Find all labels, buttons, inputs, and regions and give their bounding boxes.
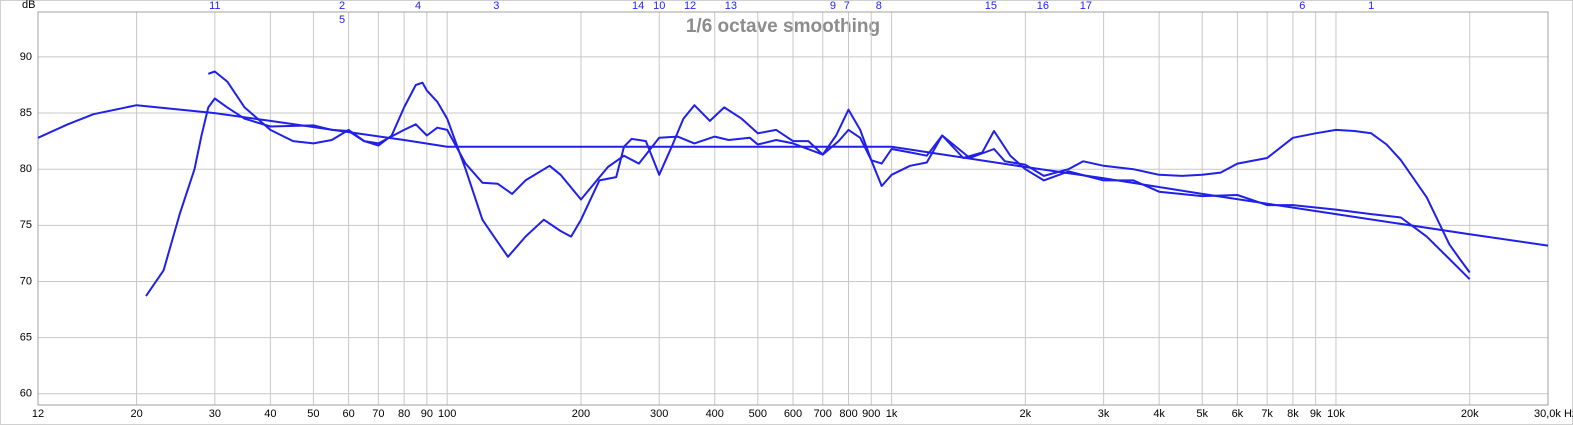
x-tick-label: 300	[650, 408, 668, 420]
chart-title: 1/6 octave smoothing	[686, 16, 880, 37]
x-tick-label: 1k	[886, 408, 898, 420]
marker-label: 12	[684, 0, 696, 12]
x-tick-label: 4k	[1153, 408, 1165, 420]
x-tick-label: 3k	[1098, 408, 1110, 420]
x-tick-label: 2k	[1020, 408, 1032, 420]
x-tick-label: 700	[814, 408, 832, 420]
x-tick-label: 800	[839, 408, 857, 420]
x-tick-label: 20	[130, 408, 142, 420]
x-tick-label: 30,0k Hz	[1534, 408, 1573, 420]
marker-label: 15	[985, 0, 997, 12]
y-tick-label: 90	[20, 51, 32, 63]
x-tick-label: 200	[572, 408, 590, 420]
x-tick-label: 900	[862, 408, 880, 420]
marker-label: 11	[209, 0, 220, 12]
x-tick-label: 100	[438, 408, 456, 420]
x-tick-label: 8k	[1287, 408, 1299, 420]
y-tick-label: 80	[20, 163, 32, 175]
x-tick-label: 400	[706, 408, 724, 420]
x-tick-label: 10k	[1327, 408, 1345, 420]
series-line	[37, 104, 1549, 247]
y-tick-label: 70	[20, 275, 32, 287]
x-tick-label: 70	[372, 408, 384, 420]
x-tick-label: 90	[421, 408, 433, 420]
marker-label: 1	[1368, 0, 1374, 12]
marker-label: 3	[493, 0, 499, 12]
y-axis-label: dB	[22, 0, 35, 11]
y-tick-label: 75	[20, 219, 32, 231]
x-tick-label: 80	[398, 408, 410, 420]
marker-label: 16	[1037, 0, 1049, 12]
x-tick-label: 9k	[1310, 408, 1322, 420]
x-tick-label: 5k	[1196, 408, 1208, 420]
x-tick-label: 20k	[1461, 408, 1479, 420]
marker-label: 7	[844, 0, 850, 12]
y-tick-label: 60	[20, 388, 32, 400]
marker-label: 13	[725, 0, 737, 12]
marker-label: 8	[876, 0, 882, 12]
marker-label: 10	[653, 0, 665, 12]
marker-label: 9	[830, 0, 836, 12]
marker-label: 5	[339, 14, 345, 26]
x-tick-label: 50	[307, 408, 319, 420]
x-tick-label: 12	[32, 408, 44, 420]
marker-label: 2	[339, 0, 345, 12]
x-tick-label: 6k	[1232, 408, 1244, 420]
x-tick-label: 60	[342, 408, 354, 420]
series-line	[207, 70, 1471, 280]
marker-label: 6	[1299, 0, 1305, 12]
y-tick-label: 85	[20, 107, 32, 119]
marker-label: 14	[632, 0, 644, 12]
x-tick-label: 500	[749, 408, 767, 420]
x-tick-label: 7k	[1261, 408, 1273, 420]
x-tick-label: 40	[264, 408, 276, 420]
marker-label: 17	[1080, 0, 1092, 12]
x-tick-label: 600	[784, 408, 802, 420]
x-tick-label: 30	[209, 408, 221, 420]
y-tick-label: 65	[20, 332, 32, 344]
plot-frame	[37, 11, 1549, 406]
marker-label: 4	[415, 0, 421, 12]
